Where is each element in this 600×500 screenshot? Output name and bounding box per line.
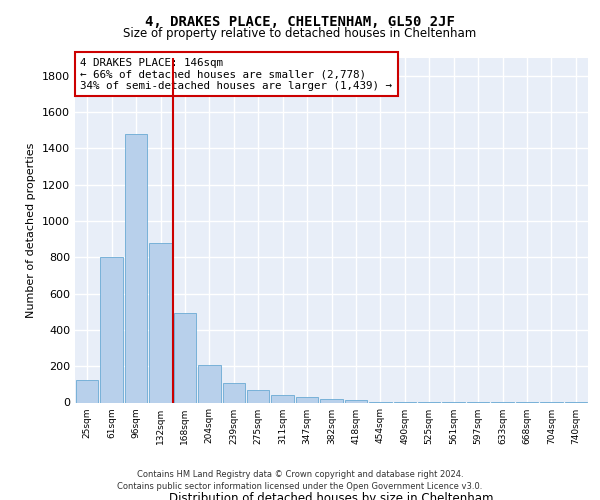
Bar [296,397,319,402]
Bar [100,257,123,402]
Bar [125,134,148,402]
Bar [198,366,221,403]
Bar [344,400,367,402]
Bar [271,395,294,402]
Text: 4 DRAKES PLACE: 146sqm
← 66% of detached houses are smaller (2,778)
34% of semi-: 4 DRAKES PLACE: 146sqm ← 66% of detached… [80,58,392,90]
X-axis label: Distribution of detached houses by size in Cheltenham: Distribution of detached houses by size … [169,492,494,500]
Text: Size of property relative to detached houses in Cheltenham: Size of property relative to detached ho… [124,28,476,40]
Bar [320,399,343,402]
Bar [223,382,245,402]
Y-axis label: Number of detached properties: Number of detached properties [26,142,37,318]
Text: 4, DRAKES PLACE, CHELTENHAM, GL50 2JF: 4, DRAKES PLACE, CHELTENHAM, GL50 2JF [145,15,455,29]
Bar [247,390,269,402]
Bar [173,312,196,402]
Text: Contains HM Land Registry data © Crown copyright and database right 2024.: Contains HM Land Registry data © Crown c… [137,470,463,479]
Text: Contains public sector information licensed under the Open Government Licence v3: Contains public sector information licen… [118,482,482,491]
Bar [149,242,172,402]
Bar [76,380,98,402]
